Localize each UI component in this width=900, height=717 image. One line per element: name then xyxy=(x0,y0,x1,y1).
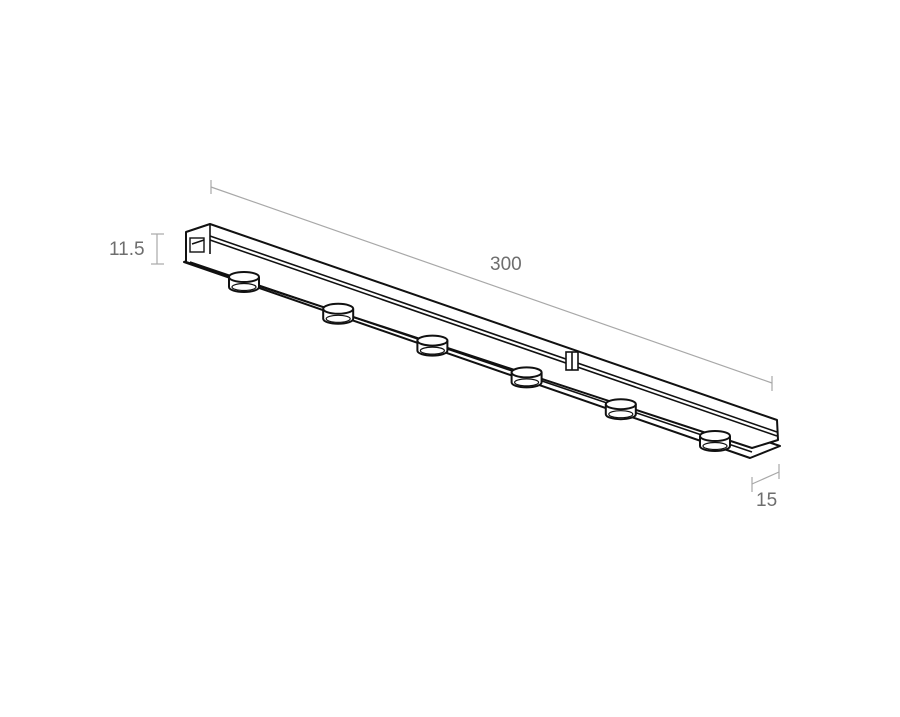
spotlights xyxy=(228,271,731,452)
spotlight xyxy=(699,430,731,452)
spotlight xyxy=(510,366,543,389)
spotlight xyxy=(322,302,355,325)
spotlight xyxy=(604,398,637,421)
length-dimension: 300 xyxy=(210,180,773,391)
height-label: 11.5 xyxy=(109,239,145,260)
length-label: 300 xyxy=(490,254,522,275)
spotlight xyxy=(416,334,449,357)
height-dimension: 11.5 xyxy=(109,233,164,265)
spotlight xyxy=(228,271,260,293)
width-dimension: 15 xyxy=(751,464,780,511)
width-label: 15 xyxy=(756,490,777,511)
track-rail xyxy=(183,223,781,459)
